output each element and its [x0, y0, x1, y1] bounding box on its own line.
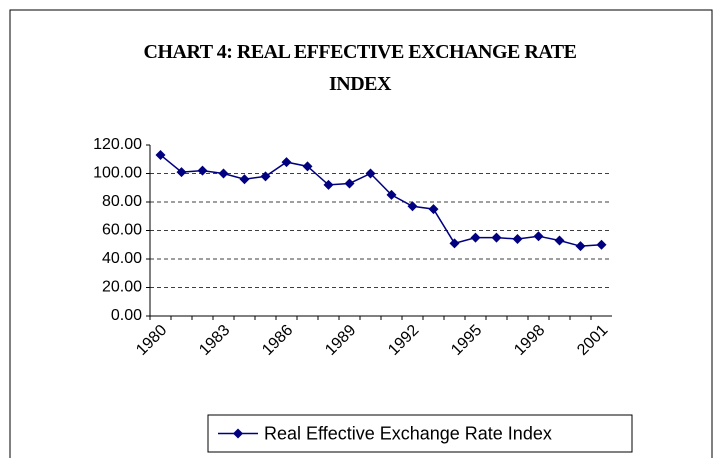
point — [512, 234, 523, 245]
legend-box — [207, 414, 633, 453]
point — [281, 157, 292, 168]
point — [155, 149, 166, 160]
y-tick-label: 20.00 — [102, 279, 142, 296]
y-tick-label: 100.00 — [93, 165, 142, 182]
point — [260, 171, 271, 182]
point — [323, 179, 334, 190]
point — [596, 239, 607, 250]
y-tick-label: 60.00 — [102, 222, 142, 239]
point — [449, 238, 460, 249]
x-tick-label: 1989 — [322, 322, 359, 359]
y-tick-label: 120.00 — [93, 136, 142, 153]
point — [533, 231, 544, 242]
point — [470, 232, 481, 243]
point — [575, 241, 586, 252]
legend-marker — [233, 428, 243, 439]
x-tick-label: 1980 — [133, 322, 170, 359]
y-tick-label: 0.00 — [111, 307, 142, 324]
point — [491, 232, 502, 243]
x-tick-label: 1995 — [448, 322, 485, 359]
point — [407, 201, 418, 212]
x-tick-label: 1986 — [259, 322, 296, 359]
series-line — [160, 154, 602, 247]
point — [197, 165, 208, 176]
y-tick-label: 80.00 — [102, 193, 142, 210]
point — [365, 168, 376, 179]
x-tick-label: 1983 — [196, 322, 233, 359]
point — [428, 204, 439, 215]
point — [302, 161, 313, 172]
point — [386, 189, 397, 200]
point — [176, 167, 187, 178]
point — [344, 178, 355, 189]
point — [218, 168, 229, 179]
x-tick-label: 2001 — [574, 322, 611, 359]
legend-label: Real Effective Exchange Rate Index — [264, 423, 552, 443]
point — [554, 235, 565, 246]
point — [239, 174, 250, 185]
chart-title: CHART 4: REAL EFFECTIVE EXCHANGE RATE IN… — [143, 41, 577, 95]
y-tick-label: 40.00 — [102, 250, 142, 267]
chart-border — [9, 9, 713, 458]
x-tick-label: 1992 — [385, 322, 422, 359]
x-tick-label: 1998 — [511, 322, 548, 359]
